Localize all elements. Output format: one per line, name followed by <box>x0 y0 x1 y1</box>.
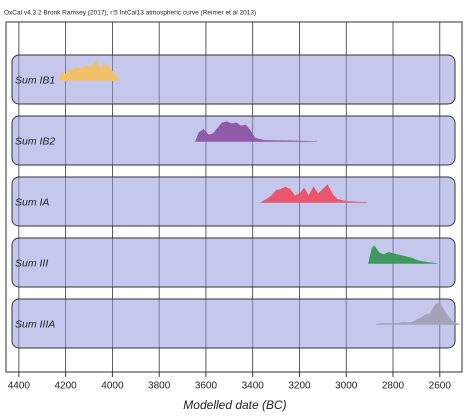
x-tick-label: 4400 <box>8 381 31 392</box>
x-tick-label: 4200 <box>55 381 78 392</box>
density-area <box>368 245 438 264</box>
x-tick-label: 2800 <box>382 381 405 392</box>
x-tick-label: 3200 <box>288 381 311 392</box>
row-box <box>11 54 456 105</box>
density-area <box>58 60 119 81</box>
row-label: Sum IB2 <box>15 135 55 147</box>
row-box <box>11 176 456 227</box>
x-axis-label: Modelled date (BC) <box>183 398 286 412</box>
row-label: Sum III <box>15 257 48 269</box>
row-label: Sum IIIA <box>15 318 55 330</box>
x-tick-label: 2600 <box>429 381 452 392</box>
density-area <box>376 302 460 325</box>
row-label: Sum IA <box>15 196 49 208</box>
x-tick-label: 3400 <box>242 381 265 392</box>
x-tick-label: 3800 <box>148 381 171 392</box>
x-tick-label: 3600 <box>195 381 218 392</box>
row-box <box>11 237 456 288</box>
chart-title: OxCal v4.3.2 Bronk Ramsey (2017); r:5 In… <box>4 10 256 17</box>
x-tick-label: 4000 <box>101 381 124 392</box>
row-label: Sum IB1 <box>15 74 55 86</box>
density-area <box>259 184 368 203</box>
x-tick-label: 3000 <box>335 381 358 392</box>
density-area <box>194 121 318 142</box>
